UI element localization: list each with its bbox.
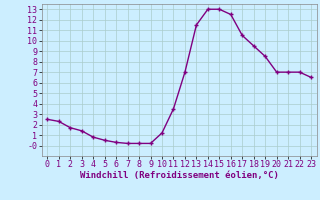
X-axis label: Windchill (Refroidissement éolien,°C): Windchill (Refroidissement éolien,°C) [80, 171, 279, 180]
